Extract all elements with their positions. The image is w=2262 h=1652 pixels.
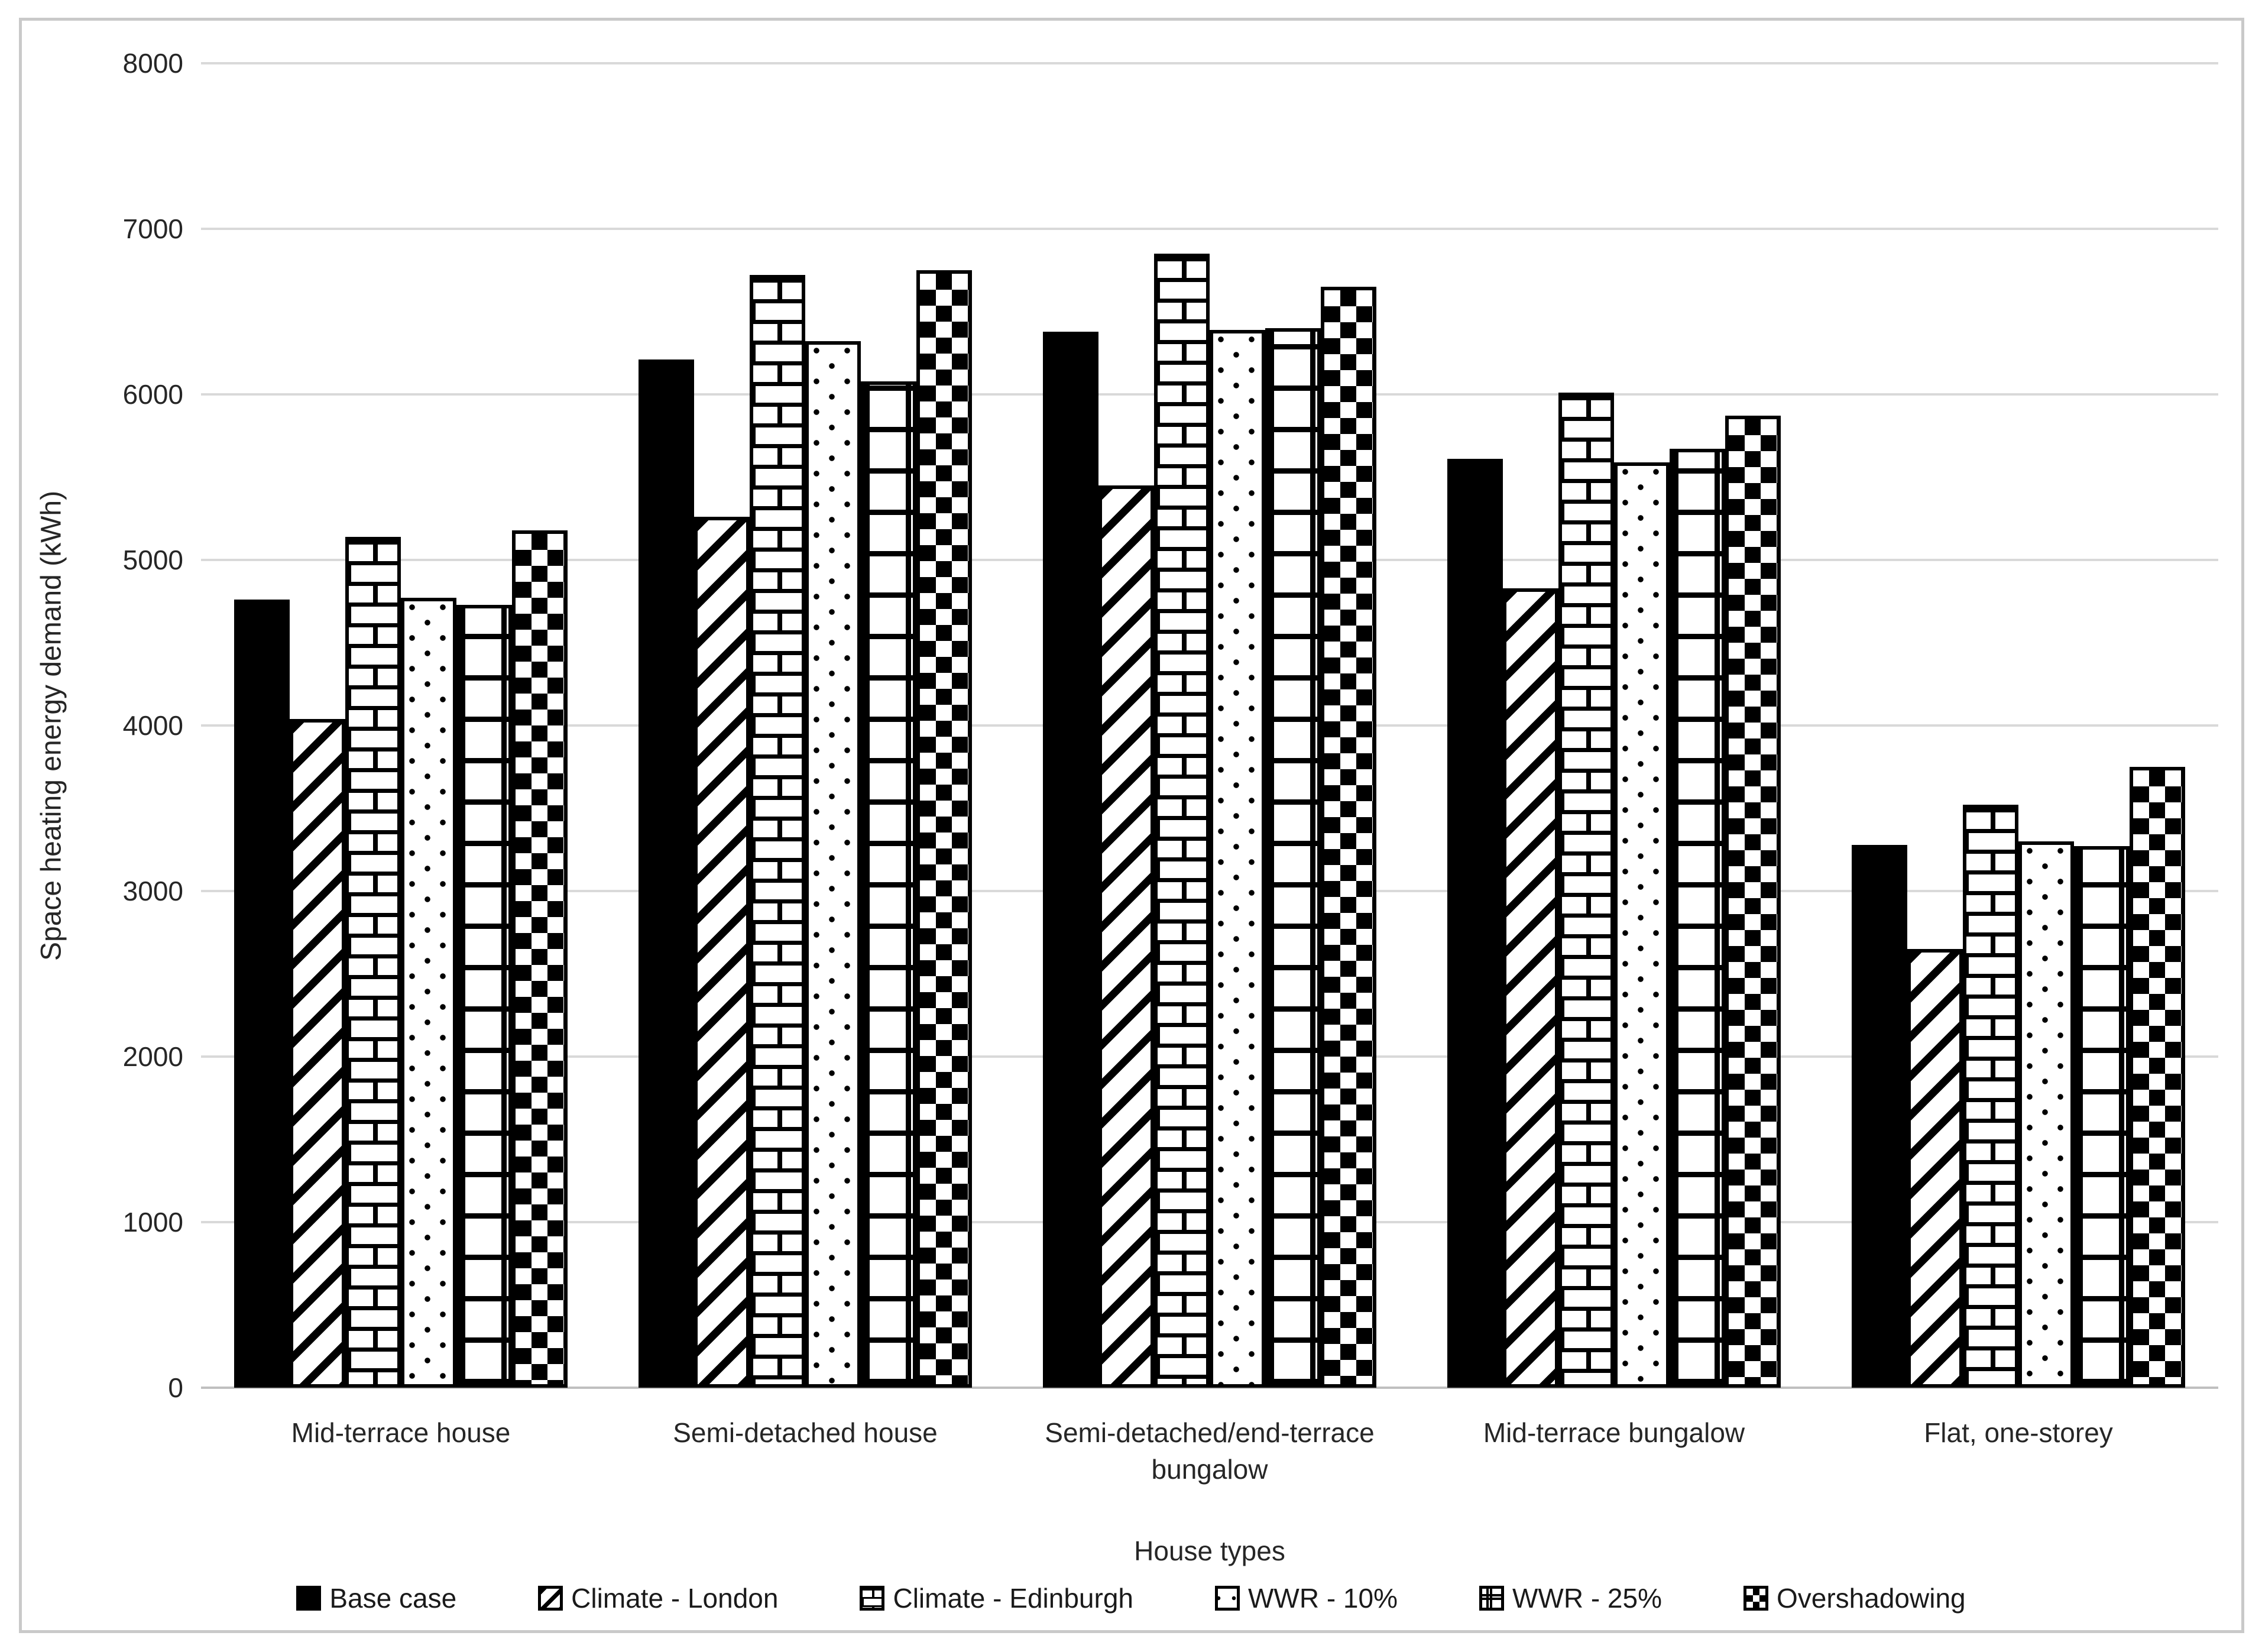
legend: Base case Climate - London Climate - Edinb… (0, 1582, 2262, 1614)
gridline (201, 228, 2218, 230)
legend-item: WWR - 10% (1215, 1582, 1398, 1614)
y-tick-label: 3000 (122, 876, 183, 906)
y-tick-label: 2000 (122, 1041, 183, 1072)
legend-label: Base case (329, 1583, 457, 1614)
bar (1852, 845, 1907, 1388)
legend-item: Climate - London (538, 1582, 778, 1614)
bar (234, 600, 290, 1388)
category-label: Semi-detached house (673, 1417, 938, 1448)
bars-row (201, 63, 2218, 1388)
category-label: Mid-terrace house (291, 1417, 511, 1448)
legend-swatch-grid-tiles-icon (1479, 1586, 1504, 1611)
legend-swatch-dots-icon (1215, 1586, 1240, 1611)
bar (861, 381, 916, 1388)
y-tick-label: 7000 (122, 213, 183, 244)
bar (1210, 330, 1265, 1388)
bar (1725, 416, 1781, 1388)
bar (805, 341, 861, 1388)
bar (1558, 393, 1614, 1388)
bar (916, 270, 972, 1388)
legend-swatch-solid-black-icon (296, 1586, 322, 1611)
bar (512, 530, 568, 1388)
legend-label: WWR - 25% (1512, 1583, 1662, 1614)
legend-label: Climate - London (571, 1583, 779, 1614)
bar (2074, 846, 2130, 1388)
legend-swatch-checkerboard-icon (1744, 1586, 1768, 1611)
bar (1614, 462, 1670, 1388)
y-tick-label: 6000 (122, 379, 183, 410)
plot-area (201, 62, 2218, 1389)
bar (694, 517, 750, 1388)
y-axis-tick-labels: 0 1000 2000 3000 4000 5000 6000 7000 8000 (65, 48, 183, 1403)
bar (290, 719, 345, 1388)
bar-group (639, 63, 972, 1388)
bar (1043, 332, 1098, 1388)
legend-item: Overshadowing (1744, 1582, 1966, 1614)
bar (2130, 767, 2185, 1388)
x-axis-title: House types (1134, 1536, 1285, 1566)
bar (1321, 287, 1376, 1388)
legend-label: WWR - 10% (1248, 1583, 1398, 1614)
y-tick-label: 1000 (122, 1207, 183, 1238)
bar (1963, 805, 2018, 1388)
bar-group (234, 63, 568, 1388)
legend-swatch-diagonal-stripes-icon (538, 1586, 563, 1611)
category-label: Semi-detached/end-terrace bungalow (1045, 1417, 1375, 1485)
bar (1447, 459, 1503, 1388)
bar (639, 359, 694, 1388)
bar (2018, 841, 2074, 1388)
x-axis-baseline (201, 1387, 2218, 1389)
bar (1265, 328, 1321, 1388)
legend-label: Climate - Edinburgh (893, 1583, 1133, 1614)
y-tick-label: 0 (168, 1372, 183, 1403)
bar-group (1852, 63, 2185, 1388)
bar (1503, 588, 1558, 1388)
bar-group (1043, 63, 1376, 1388)
bar (456, 605, 512, 1388)
bar-group (1447, 63, 1781, 1388)
bar (1670, 449, 1725, 1388)
bar (345, 537, 401, 1388)
y-tick-label: 8000 (122, 48, 183, 79)
category-label: Flat, one-storey (1924, 1417, 2113, 1448)
bar (1907, 949, 1963, 1388)
y-tick-label: 4000 (122, 710, 183, 741)
legend-item: WWR - 25% (1479, 1582, 1662, 1614)
bar (1098, 485, 1154, 1388)
bar (750, 275, 805, 1388)
y-tick-label: 5000 (122, 545, 183, 575)
gridline (201, 62, 2218, 64)
legend-swatch-brick-icon (860, 1586, 885, 1611)
legend-item: Base case (296, 1582, 456, 1614)
bar (401, 598, 456, 1388)
legend-item: Climate - Edinburgh (860, 1582, 1133, 1614)
category-label: Mid-terrace bungalow (1483, 1417, 1745, 1448)
bar (1154, 254, 1210, 1388)
legend-label: Overshadowing (1777, 1583, 1966, 1614)
